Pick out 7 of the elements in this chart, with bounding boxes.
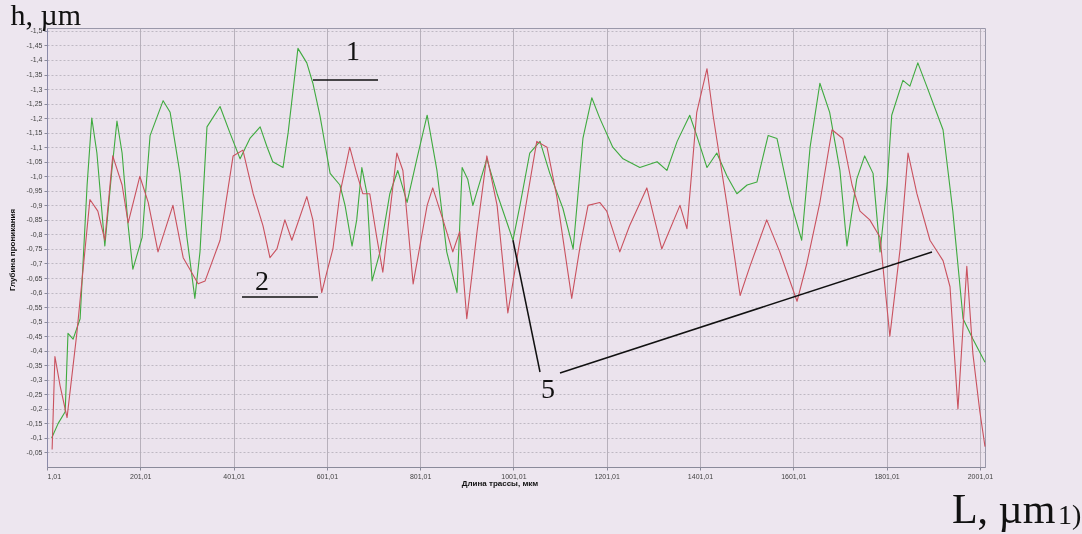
text: Глубина проникания	[8, 208, 17, 292]
text: Длина трассы, мкм	[461, 479, 539, 488]
text: 1)	[1058, 499, 1082, 530]
x-axis-title: L, µm	[951, 485, 1056, 532]
series-label: 2	[255, 265, 269, 296]
series-label: 1	[346, 35, 360, 66]
annotation: 5	[541, 373, 555, 404]
